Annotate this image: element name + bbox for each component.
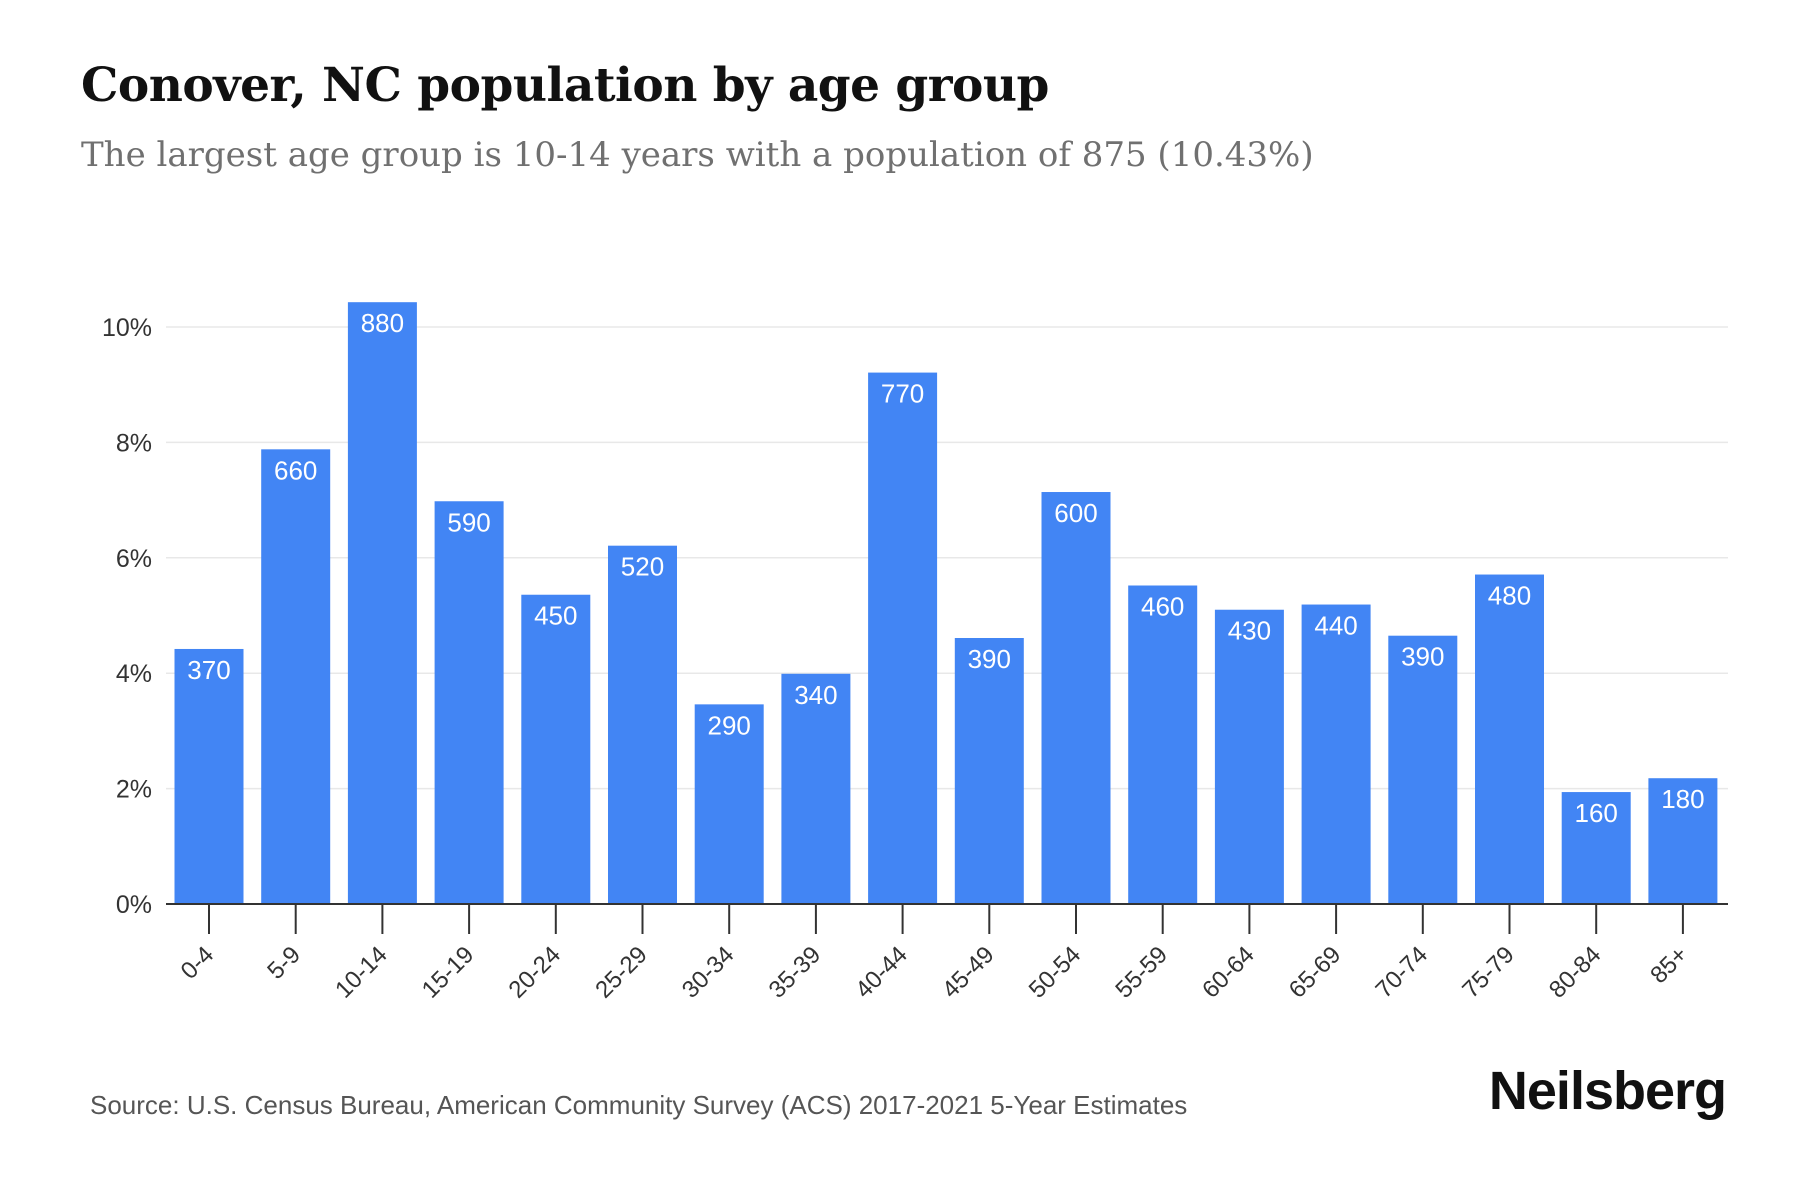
bar-data-label: 290 (708, 710, 751, 740)
source-note: Source: U.S. Census Bureau, American Com… (90, 1090, 1188, 1120)
y-axis: 0% 2% 4% 6% 8% 10% (102, 314, 152, 919)
x-tick-label: 20-24 (504, 941, 567, 1004)
gridlines (166, 326, 1728, 790)
bar (261, 449, 331, 904)
y-tick-label: 2% (116, 776, 152, 804)
bar (694, 704, 764, 904)
bar-data-label: 880 (361, 308, 404, 338)
bar-data-label: 160 (1575, 798, 1618, 828)
x-tick-label: 10-14 (330, 941, 393, 1004)
chart-subtitle: The largest age group is 10-14 years wit… (81, 135, 1314, 175)
brand-logo: Neilsberg (1488, 1061, 1727, 1121)
bar-data-label: 430 (1228, 616, 1271, 646)
bar (434, 501, 504, 904)
bar (1648, 778, 1718, 904)
bar (1041, 492, 1111, 904)
x-tick-label: 40-44 (850, 941, 913, 1004)
bar (1214, 609, 1284, 904)
bar-data-label: 590 (447, 507, 490, 537)
bar-data-label: 390 (968, 644, 1011, 674)
bar (781, 673, 851, 904)
bar (174, 648, 244, 904)
y-tick-label: 6% (116, 545, 152, 573)
bar-data-label: 660 (274, 455, 317, 485)
x-tick-label: 30-34 (677, 941, 740, 1004)
bar-data-label: 520 (621, 552, 664, 582)
y-tick-label: 8% (116, 429, 152, 457)
bar-data-label: 370 (187, 655, 230, 685)
x-tick-label: 80-84 (1544, 941, 1607, 1004)
bar (954, 638, 1024, 904)
x-tick-label: 35-39 (764, 941, 827, 1004)
x-tick-label: 70-74 (1371, 941, 1434, 1004)
bar-data-label: 440 (1314, 611, 1357, 641)
bar-data-label: 600 (1054, 498, 1097, 528)
x-tick-label: 50-54 (1024, 941, 1087, 1004)
chart-title: Conover, NC population by age group (81, 58, 1049, 113)
x-tick-label: 60-64 (1197, 941, 1260, 1004)
x-tick-label: 75-79 (1457, 941, 1520, 1004)
bar (1561, 792, 1631, 904)
x-tick-label: 85+ (1645, 941, 1693, 989)
x-tick-label: 25-29 (590, 941, 653, 1004)
x-tick-label: 55-59 (1110, 941, 1173, 1004)
x-tick-label: 15-19 (417, 941, 480, 1004)
bar-data-label: 340 (794, 680, 837, 710)
bar-data-label: 460 (1141, 591, 1184, 621)
x-axis: 0-4 5-9 10-14 15-19 20-24 25-29 30-34 35-39 40-4… (166, 903, 1728, 1004)
bar (347, 302, 417, 905)
bar (868, 372, 938, 904)
x-tick-label: 5-9 (262, 941, 306, 985)
bars: 370 660 880 590 450 520 290 340 770 390 600 460 430 4… (174, 302, 1718, 905)
bar (521, 594, 591, 904)
y-tick-label: 10% (102, 314, 152, 342)
bar-data-label: 450 (534, 601, 577, 631)
y-tick-label: 4% (116, 660, 152, 688)
bar-data-label: 480 (1488, 581, 1531, 611)
bar (608, 545, 677, 904)
bar (1128, 585, 1198, 904)
x-tick-label: 0-4 (176, 941, 220, 985)
bar-data-label: 390 (1401, 642, 1444, 672)
bar (1301, 604, 1371, 904)
bar (1475, 574, 1544, 904)
bar (1388, 635, 1458, 904)
bar-data-label: 180 (1661, 784, 1704, 814)
y-tick-label: 0% (116, 891, 152, 919)
x-tick-label: 65-69 (1284, 941, 1347, 1004)
bar-data-label: 770 (881, 379, 924, 409)
x-tick-label: 45-49 (937, 941, 1000, 1004)
